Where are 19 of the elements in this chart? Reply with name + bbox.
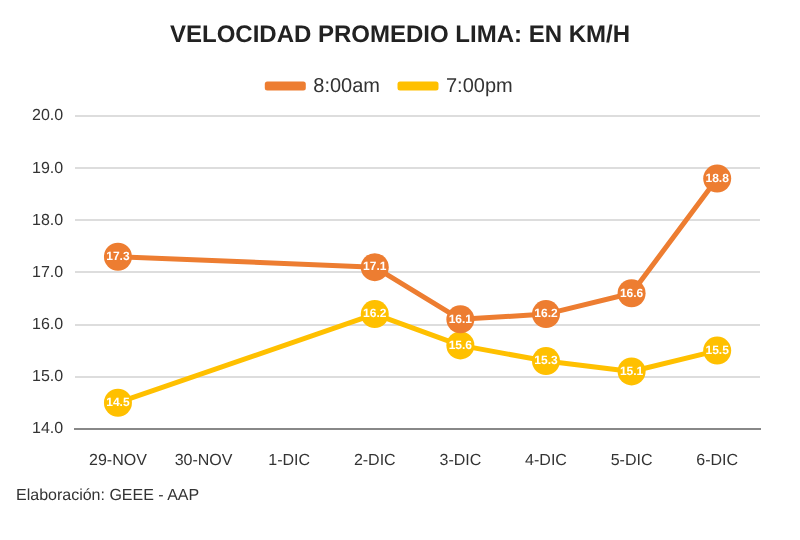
- legend-label: 8:00am: [313, 75, 381, 98]
- x-tick-label: 30-NOV: [174, 450, 234, 469]
- x-tick-label: 4-DIC: [525, 450, 568, 469]
- legend-label: 7:00pm: [446, 75, 513, 98]
- chart-title: VELOCIDAD PROMEDIO LIMA: EN KM/H: [168, 20, 632, 48]
- x-tick-label: 3-DIC: [439, 450, 482, 469]
- text: Elaboración: GEEE - AAP: [16, 486, 200, 504]
- y-tick-label: 14.0: [31, 419, 65, 438]
- y-tick-label: 18.0: [31, 210, 65, 229]
- y-tick-label: 16.0: [31, 314, 65, 333]
- y-tick-label: 19.0: [31, 158, 65, 177]
- x-tick-label: 6-DIC: [696, 450, 739, 469]
- y-tick-label: 17.0: [31, 262, 65, 281]
- x-tick-label: 1-DIC: [268, 450, 311, 469]
- y-tick-label: 15.0: [31, 367, 65, 386]
- x-tick-label: 29-NOV: [89, 450, 149, 469]
- y-tick-label: 20.0: [31, 106, 65, 125]
- x-tick-label: 5-DIC: [610, 450, 653, 469]
- x-tick-label: 2-DIC: [353, 450, 397, 469]
